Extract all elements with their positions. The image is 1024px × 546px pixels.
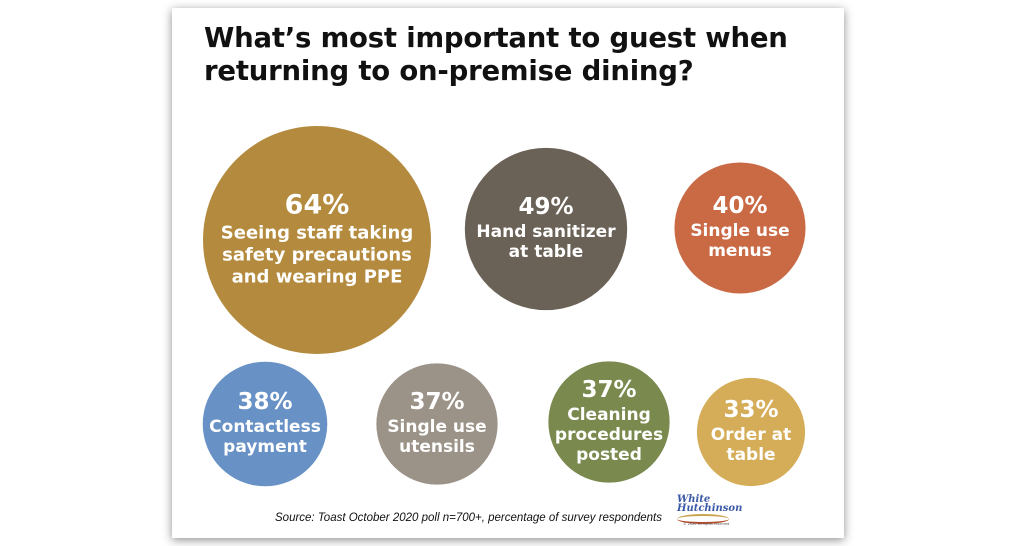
bubble-circle-7 [696,377,806,487]
bubble-label-3-line-1: Single use [690,221,789,241]
logo-line-1: White [677,494,711,505]
bubble-value-7: 33% [723,397,778,423]
logo-swoosh-icon [677,514,729,524]
bubble-circle-1 [203,126,431,354]
bubble-value-3: 40% [712,193,767,219]
bubble-label-1-line-2: safety precautions [222,244,412,265]
bubble-label-1-line-1: Seeing staff taking [221,222,413,243]
logo-line-2: Hutchinson [677,503,743,514]
chart-title: What’s most important to guest when retu… [204,22,788,87]
bubble-circle-5 [376,363,498,485]
bubble-label-7-line-2: table [726,445,775,465]
white-hutchinson-logo: White Hutchinson © 2020 all rights reser… [675,494,742,530]
bubble-circle-2 [464,147,628,311]
bubble-label-5-line-1: Single use [387,417,486,437]
bubble-label-2-line-2: at table [509,242,584,262]
source-note: Source: Toast October 2020 poll n=700+, … [275,512,662,524]
bubble-label-3-line-2: menus [708,241,772,261]
bubble-label-6-line-2: procedures [555,425,663,445]
bubble-label-5-line-2: utensils [399,437,475,457]
bubble-label-4-line-2: payment [223,437,307,457]
bubble-value-5: 37% [409,389,464,415]
bubble-circle-4 [202,361,328,487]
slide: What’s most important to guest when retu… [172,8,844,538]
bubble-value-1: 64% [285,189,350,220]
logo-note: © 2020 all rights reserved [683,522,730,526]
bubble-label-4-line-1: Contactless [209,417,321,437]
bubble-value-4: 38% [237,389,292,415]
bubble-value-2: 49% [518,194,573,220]
bubble-circle-3 [674,162,806,294]
bubble-label-6-line-3: posted [576,445,642,465]
bubble-label-7-line-1: Order at [711,425,791,445]
bubble-label-1-line-3: and wearing PPE [232,266,403,287]
bubble-label-6-line-1: Cleaning [567,405,651,425]
bubble-circle-6 [548,361,670,483]
bubble-value-6: 37% [581,377,636,403]
bubble-label-2-line-1: Hand sanitizer [476,222,616,242]
